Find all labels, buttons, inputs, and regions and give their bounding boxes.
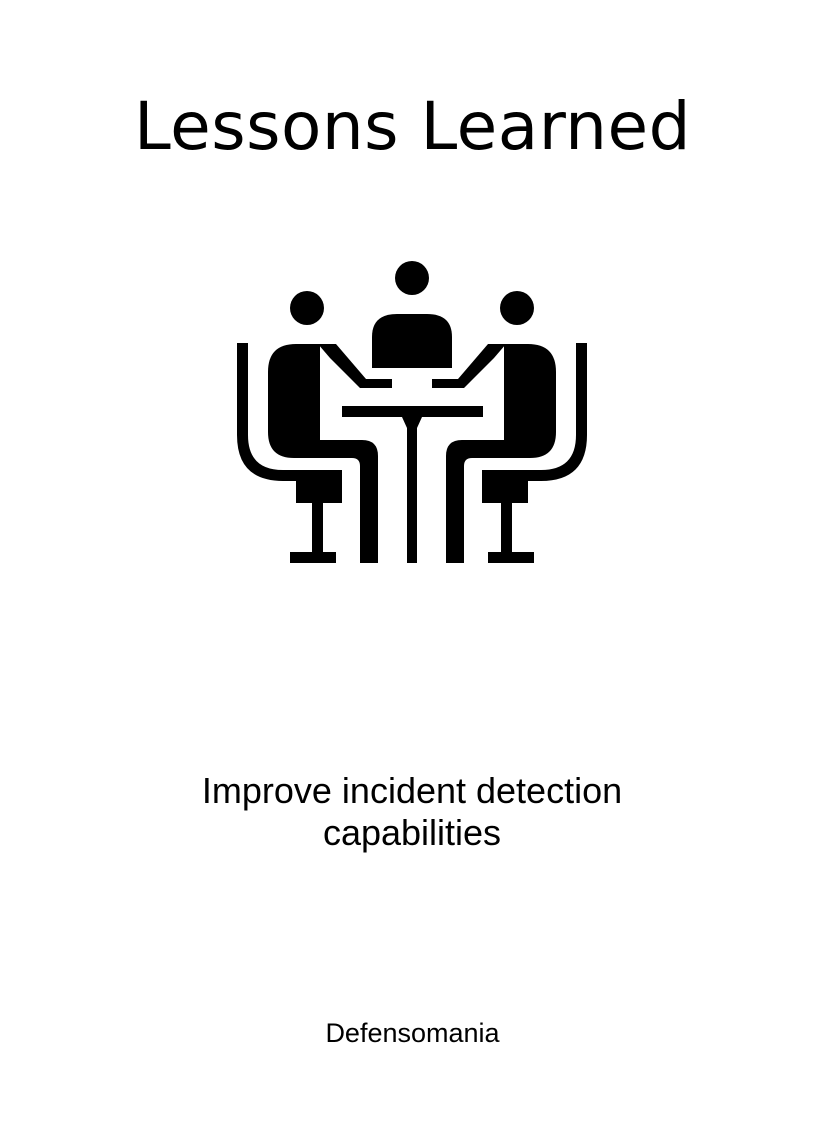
cover-subtitle-line: Improve incident detection (201, 770, 623, 811)
cover-title: Lessons Learned (133, 88, 692, 165)
cover-subtitle-line: capabilities (322, 812, 502, 853)
cover-subtitle: Improve incident detection capabilities (162, 770, 662, 854)
cover-author: Defensomania (325, 1018, 500, 1048)
meeting-table-people-icon (230, 255, 600, 570)
